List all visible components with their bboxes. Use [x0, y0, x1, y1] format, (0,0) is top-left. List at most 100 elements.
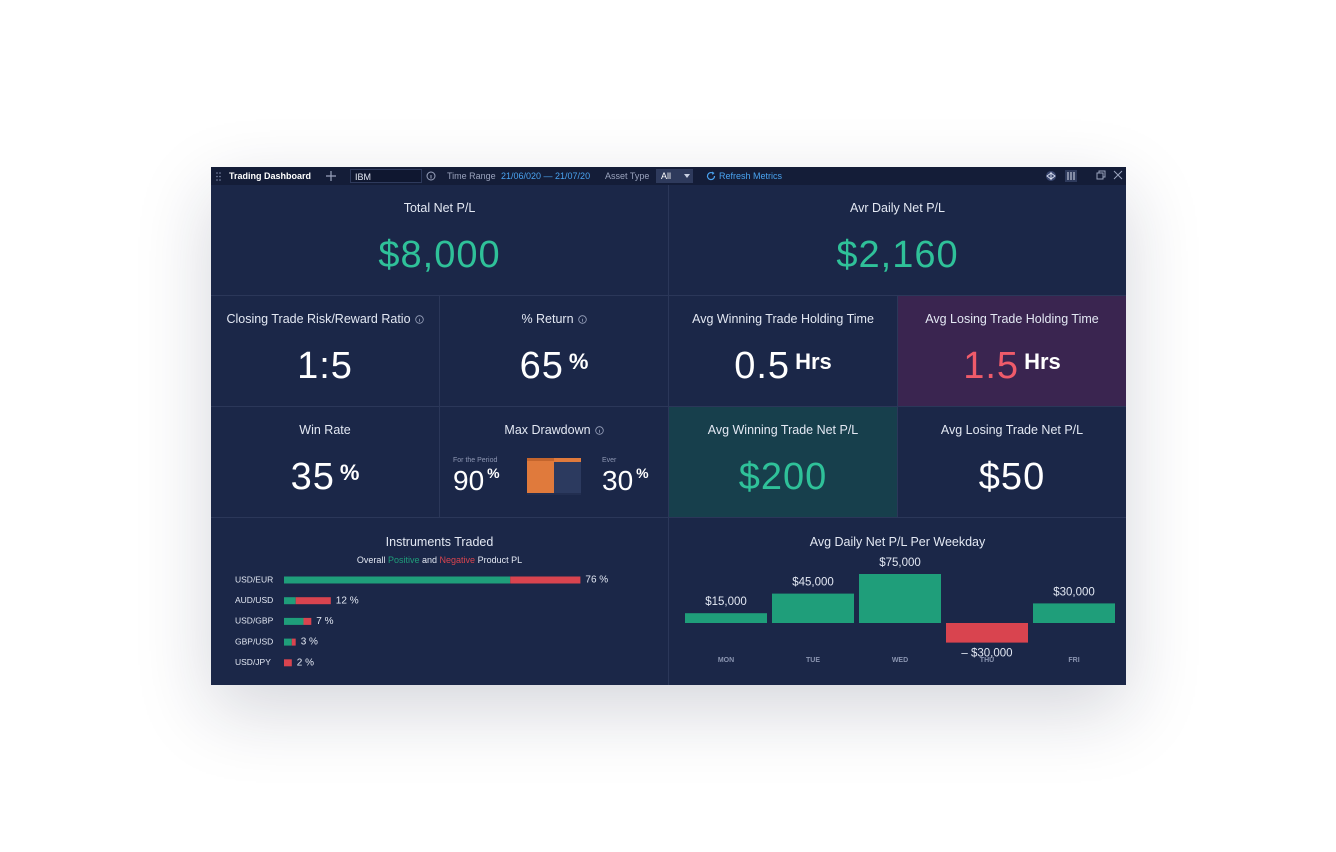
value-label: $75,000 — [879, 557, 921, 569]
instrument-name: USD/EUR — [235, 574, 273, 584]
instrument-name: AUD/USD — [235, 595, 273, 605]
chart-toggle[interactable] — [1065, 170, 1077, 182]
bar-label: 12 % — [336, 595, 359, 606]
restore-button[interactable] — [1096, 170, 1106, 180]
kpi-value: 35 — [290, 456, 335, 498]
kpi-title: Win Rate — [299, 423, 351, 437]
kpi-value-row: 65% — [440, 344, 668, 388]
ever-value: 30 — [602, 465, 634, 496]
negative-bar — [295, 597, 331, 605]
kpi-value: 0.5 — [734, 345, 791, 387]
symbol-input[interactable]: IBM — [350, 169, 422, 183]
kpi-unit: % — [568, 349, 589, 374]
dropdown-arrow — [684, 174, 690, 178]
kpi-tile: % Return 65% — [440, 296, 669, 407]
kpi-value-row: 0.5 Hrs — [669, 344, 897, 388]
kpi-tile: Avg Losing Trade Net P/L $50 — [898, 407, 1126, 518]
kpi-unit: Hrs — [795, 349, 832, 374]
kpi-title: Closing Trade Risk/Reward Ratio — [226, 312, 411, 326]
value-label: – $30,000 — [961, 648, 1012, 660]
bar — [685, 613, 767, 623]
negative-bar — [291, 638, 296, 646]
kpi-title-row: Closing Trade Risk/Reward Ratio — [211, 312, 439, 326]
positive-bar — [284, 638, 292, 646]
subtitle-text: and — [421, 555, 437, 565]
subtitle-negative: Negative — [439, 555, 476, 565]
kpi-unit: Hrs — [1024, 349, 1061, 374]
ever-unit: % — [636, 465, 649, 481]
info-icon[interactable] — [414, 315, 424, 324]
kpi-value-row: 1.5 Hrs — [898, 344, 1126, 388]
bar-label: 3 % — [301, 637, 318, 648]
drag-handle[interactable] — [216, 172, 222, 181]
drawdown-graphic — [527, 458, 581, 495]
instruments-tile: Instruments Traded Overall Positive and … — [211, 518, 669, 685]
weekday-title: Avg Daily Net P/L Per Weekday — [809, 535, 986, 549]
ever-label: Ever — [602, 457, 617, 464]
add-button[interactable] — [326, 171, 336, 181]
value-label: $45,000 — [792, 577, 834, 589]
value-label: $30,000 — [1053, 586, 1095, 598]
instrument-name: USD/JPY — [235, 657, 271, 667]
kpi-title: Avg Losing Trade Holding Time — [925, 312, 1099, 326]
bar — [946, 623, 1028, 643]
info-icon[interactable] — [594, 426, 604, 435]
kpi-value-row: 35% — [211, 455, 439, 499]
kpi-value: 1.5 — [963, 345, 1020, 387]
close-button[interactable] — [1113, 170, 1123, 180]
x-tick-label: THU — [980, 657, 994, 664]
kpi-value: $8,000 — [378, 234, 501, 276]
bar — [1033, 603, 1115, 623]
kpi-value: 1:5 — [297, 345, 353, 387]
asset-type-label: Asset Type — [605, 171, 650, 181]
kpi-title: Total Net P/L — [403, 201, 476, 215]
info-icon[interactable] — [577, 315, 587, 324]
kpi-unit: % — [339, 460, 360, 485]
time-range-label: Time Range — [447, 171, 496, 181]
kpi-title-row: Max Drawdown — [440, 423, 668, 437]
kpi-value: $2,160 — [836, 234, 959, 276]
ever-value-row: 30% — [602, 465, 649, 497]
window-controls — [1046, 170, 1123, 182]
kpi-tile: Avg Losing Trade Holding Time 1.5 Hrs — [898, 296, 1126, 407]
positive-bar — [284, 617, 304, 625]
refresh-metrics[interactable]: Refresh Metrics — [719, 171, 783, 181]
time-range[interactable]: 21/06/020 — 21/07/20 — [501, 171, 591, 181]
value-label: $15,000 — [705, 596, 747, 608]
instruments-chart: USD/EUR 76 % AUD/USD 12 % USD/GBP 7 % GBP/USD 3… — [235, 574, 608, 668]
kpi-tile: Avg Winning Trade Holding Time 0.5 Hrs — [669, 296, 898, 407]
kpi-title: Avg Losing Trade Net P/L — [940, 423, 1084, 437]
subtitle-positive: Positive — [387, 555, 420, 565]
weekday-chart: $15,000 MON $45,000 TUE $75,000 WED – $30,000T… — [685, 557, 1115, 664]
kpi-tile: Total Net P/L $8,000 — [211, 185, 669, 296]
view-toggle[interactable] — [1046, 171, 1056, 181]
weekday-tile: Avg Daily Net P/L Per Weekday $15,000 MON… — [669, 518, 1126, 685]
asset-type: All — [661, 171, 672, 181]
negative-bar — [303, 617, 312, 625]
kpi-title-row: % Return — [440, 312, 668, 326]
kpi-tile: Win Rate 35% — [211, 407, 440, 518]
instrument-name: GBP/USD — [235, 636, 273, 646]
info-icon[interactable] — [426, 171, 436, 181]
dashboard-window: Trading Dashboard IBM Time Range 21/06/0… — [211, 167, 1126, 685]
kpi-tile: Avg Winning Trade Net P/L $200 — [669, 407, 898, 518]
period-unit: % — [487, 465, 500, 481]
bar-label: 76 % — [585, 575, 608, 586]
bar-label: 2 % — [297, 657, 314, 668]
toolbar: Trading Dashboard IBM Time Range 21/06/0… — [211, 167, 1126, 185]
asset-type-select[interactable]: All — [656, 169, 693, 183]
instrument-name: USD/GBP — [235, 616, 274, 626]
bar — [772, 593, 854, 623]
kpi-value: $200 — [738, 456, 828, 498]
negative-bar — [510, 576, 581, 584]
x-tick-label: TUE — [806, 657, 820, 664]
positive-bar — [284, 576, 511, 584]
instruments-subtitle: Overall Positive and Negative Product PL — [211, 555, 668, 565]
kpi-tile: Closing Trade Risk/Reward Ratio 1:5 — [211, 296, 440, 407]
negative-bar — [284, 659, 292, 667]
refresh-icon[interactable] — [706, 171, 716, 181]
max-drawdown-tile: Max Drawdown For the Period 90% Ever 30% — [440, 407, 669, 518]
bar — [859, 574, 941, 623]
kpi-value: 65 — [519, 345, 564, 387]
kpi-value: $50 — [978, 456, 1046, 498]
